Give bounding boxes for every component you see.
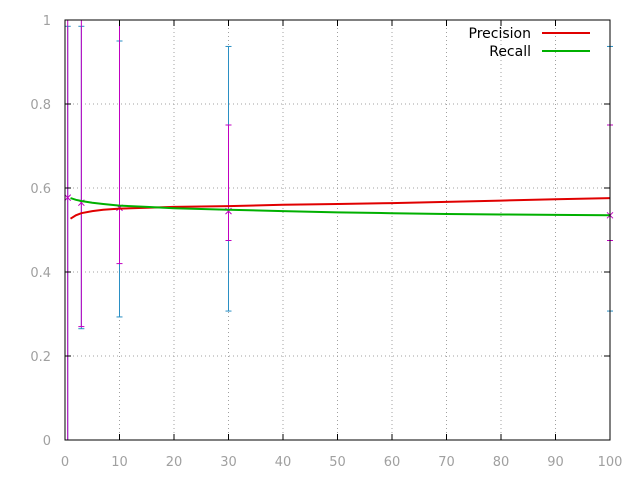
error-bars xyxy=(64,19,614,441)
x-tick-label: 100 xyxy=(598,455,623,470)
legend-label-precision: Precision xyxy=(469,26,531,42)
y-tick-label: 0.8 xyxy=(30,98,51,113)
grid xyxy=(65,20,610,440)
y-tick-label: 0 xyxy=(43,434,51,449)
x-tick-label: 40 xyxy=(275,455,292,470)
x-tick-label: 80 xyxy=(493,455,510,470)
error-bar-point xyxy=(64,194,72,202)
y-tick-label: 0.6 xyxy=(30,182,51,197)
y-tick-label: 0.4 xyxy=(30,266,51,281)
legend-label-recall: Recall xyxy=(489,44,531,60)
x-tick-label: 60 xyxy=(384,455,401,470)
x-tick-label: 20 xyxy=(166,455,183,470)
x-tick-label: 90 xyxy=(547,455,564,470)
axis-ticks: 0 10 20 30 40 50 60 70 80 90 100 0 0.2 0.4 0.6 0.8 1 xyxy=(30,14,622,470)
x-tick-label: 10 xyxy=(111,455,128,470)
x-tick-label: 30 xyxy=(220,455,237,470)
legend: Precision Recall xyxy=(469,26,590,60)
y-tick-label: 0.2 xyxy=(30,350,51,365)
x-tick-label: 50 xyxy=(329,455,346,470)
series-line-recall xyxy=(70,197,611,217)
series-lines xyxy=(69,197,611,220)
y-tick-label: 1 xyxy=(43,14,51,29)
x-tick-label: 70 xyxy=(438,455,455,470)
x-tick-label: 0 xyxy=(61,455,69,470)
series-line-precision xyxy=(69,197,611,220)
